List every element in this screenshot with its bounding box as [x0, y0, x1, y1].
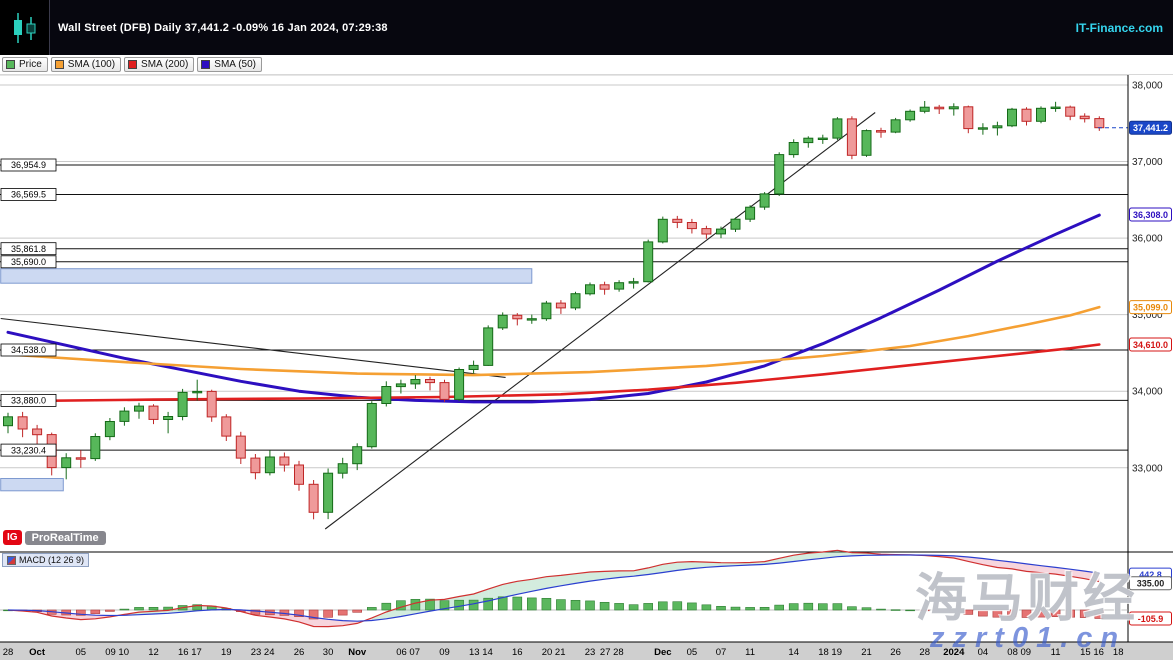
svg-text:18 19: 18 19: [818, 647, 842, 658]
svg-text:26: 26: [890, 647, 901, 658]
svg-text:Dec: Dec: [654, 647, 671, 658]
svg-text:442.8: 442.8: [1139, 570, 1162, 580]
svg-text:16 17: 16 17: [178, 647, 202, 658]
legend-label-sma-50: SMA (50): [214, 59, 256, 70]
prorealtime-label: ProRealTime: [24, 530, 106, 545]
legend-item-sma-100[interactable]: SMA (100): [50, 57, 122, 72]
svg-text:11: 11: [745, 647, 755, 658]
svg-text:16: 16: [512, 647, 523, 658]
legend-swatch-sma-100: [54, 60, 64, 69]
macd-pane: [0, 549, 1128, 628]
svg-text:27 28: 27 28: [600, 647, 624, 658]
legend-row: Price SMA (100) SMA (200) SMA (50): [0, 55, 1173, 75]
svg-text:28: 28: [919, 647, 930, 658]
svg-text:21: 21: [861, 647, 872, 658]
price-axis-label: 38,000: [1132, 81, 1163, 92]
sma-200-line[interactable]: [6, 343, 1101, 403]
legend-label-sma-200: SMA (200): [141, 59, 189, 70]
svg-text:23 24: 23 24: [251, 647, 275, 658]
candlestick-series: [3, 101, 1105, 520]
price-gridlines: 33,000 34,000 35,000 36,000 37,000 38,000: [0, 81, 1163, 474]
svg-text:-105.9: -105.9: [1138, 614, 1164, 624]
svg-text:36,954.9: 36,954.9: [11, 160, 46, 170]
macd-indicator-tag[interactable]: MACD (12 26 9): [2, 553, 90, 567]
price-axis-label: 35,000: [1132, 310, 1163, 321]
horizontal-price-levels[interactable]: [0, 164, 1128, 451]
svg-text:07: 07: [716, 647, 727, 658]
svg-text:36,308.0: 36,308.0: [1133, 210, 1168, 220]
prorealtime-logo[interactable]: IG ProRealTime: [3, 530, 106, 545]
svg-text:13 14: 13 14: [469, 647, 493, 658]
svg-text:19: 19: [221, 647, 232, 658]
time-axis[interactable]: [0, 642, 1173, 660]
watermark-url: zzrt01.cn: [930, 622, 1127, 654]
last-value-tags: 37,441.2 36,308.0 35,099.0 34,610.0: [1129, 120, 1172, 352]
legend-swatch-price: [6, 60, 15, 69]
legend-swatch-sma-50: [201, 60, 211, 69]
svg-text:35,690.0: 35,690.0: [11, 257, 46, 267]
legend-swatch-sma-200: [128, 60, 138, 69]
svg-text:12: 12: [148, 647, 159, 658]
sma-100-line[interactable]: [6, 305, 1101, 377]
svg-text:35,099.0: 35,099.0: [1133, 303, 1168, 313]
svg-text:30: 30: [323, 647, 334, 658]
svg-text:08 09: 08 09: [1007, 647, 1031, 658]
app-logo[interactable]: [0, 0, 50, 55]
svg-text:34,610.0: 34,610.0: [1133, 340, 1168, 350]
svg-text:Nov: Nov: [348, 647, 367, 658]
macd-signal-line: [7, 554, 1100, 622]
svg-text:35,861.8: 35,861.8: [11, 244, 46, 254]
candlestick-logo-icon: [13, 12, 35, 43]
svg-text:36,569.5: 36,569.5: [11, 190, 46, 200]
watermark-text: 海马财经: [915, 570, 1140, 628]
svg-text:14: 14: [788, 647, 799, 658]
svg-text:33,880.0: 33,880.0: [11, 396, 46, 406]
svg-text:05: 05: [76, 647, 87, 658]
legend-item-price[interactable]: Price: [2, 57, 48, 72]
time-axis-labels: 28 Oct 05 09 10 12 16 17 19 23 24 26 30 Nov 06 07 09…: [3, 647, 1124, 658]
svg-text:Oct: Oct: [29, 647, 46, 658]
price-axis-label: 34,000: [1132, 387, 1163, 398]
svg-text:06 07: 06 07: [396, 647, 420, 658]
svg-text:28: 28: [3, 647, 14, 658]
svg-text:2024: 2024: [943, 647, 965, 658]
price-level-labels: 36,954.9 36,569.5 35,861.8 35,690.0 34,538.0…: [0, 158, 57, 457]
sma-50-line[interactable]: [6, 213, 1101, 404]
svg-text:23: 23: [585, 647, 596, 658]
header-bar: Wall Street (DFB) Daily 37,441.2 -0.09% …: [0, 0, 1173, 55]
provider-link[interactable]: IT-Finance.com: [1075, 20, 1163, 35]
svg-text:11: 11: [1051, 647, 1061, 658]
chart-title: Wall Street (DFB) Daily 37,441.2 -0.09% …: [58, 21, 388, 34]
macd-icon: [7, 555, 16, 565]
legend-label-sma-100: SMA (100): [67, 59, 116, 70]
svg-text:09 10: 09 10: [105, 647, 129, 658]
selection-highlights: [0, 268, 533, 492]
price-axis-label: 36,000: [1132, 234, 1163, 245]
svg-text:20 21: 20 21: [542, 647, 566, 658]
legend-item-sma-200[interactable]: SMA (200): [124, 57, 195, 72]
price-axis-label: 37,000: [1132, 157, 1163, 168]
svg-text:34,538.0: 34,538.0: [11, 345, 46, 355]
price-axis-label: 33,000: [1132, 463, 1163, 474]
svg-text:26: 26: [294, 647, 305, 658]
svg-text:09: 09: [439, 647, 450, 658]
svg-text:33,230.4: 33,230.4: [11, 445, 46, 455]
svg-text:15 16: 15 16: [1080, 647, 1104, 658]
svg-text:37,441.2: 37,441.2: [1133, 123, 1168, 133]
macd-label: MACD (12 26 9): [19, 555, 85, 565]
ig-logo: IG: [3, 530, 22, 545]
legend-item-sma-50[interactable]: SMA (50): [197, 57, 262, 72]
legend-label-price: Price: [19, 59, 42, 70]
svg-text:04: 04: [978, 647, 989, 658]
svg-text:335.00: 335.00: [1137, 579, 1165, 589]
svg-text:05: 05: [687, 647, 698, 658]
svg-text:18: 18: [1113, 647, 1124, 658]
